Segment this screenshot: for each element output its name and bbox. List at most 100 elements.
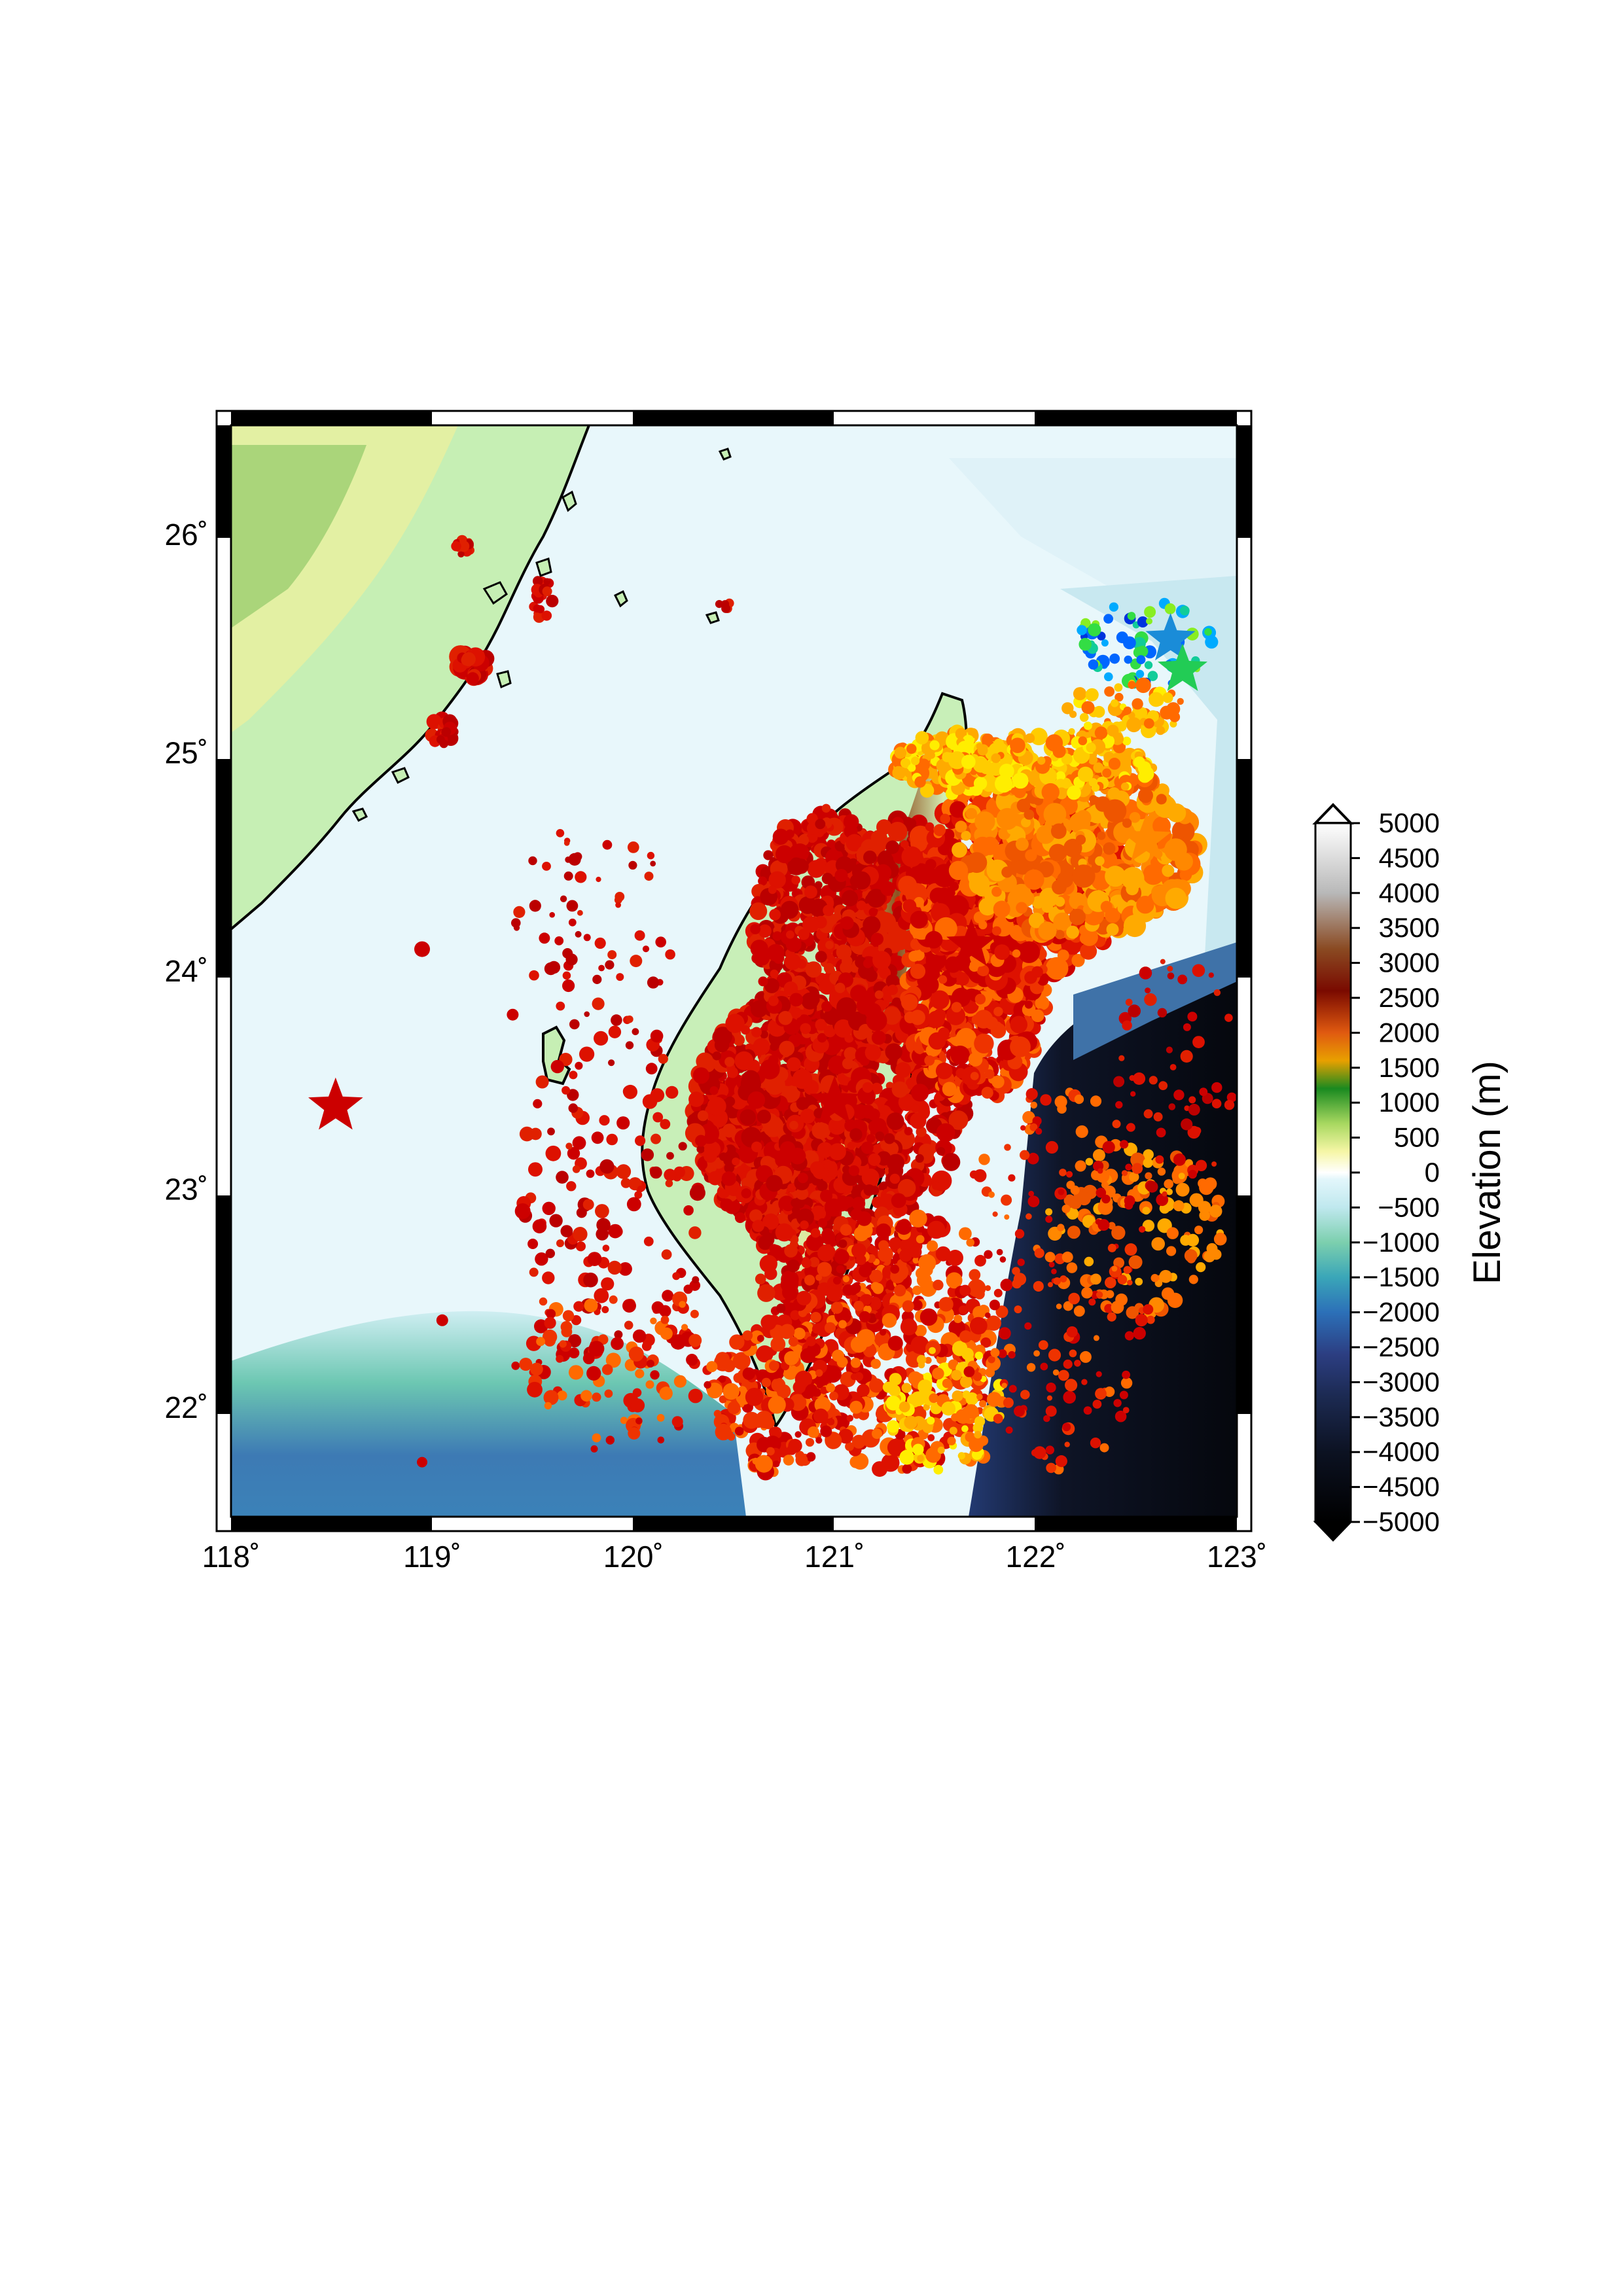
quake-dot (1100, 900, 1113, 913)
quake-dot (868, 1153, 881, 1166)
quake-dot (951, 1002, 962, 1013)
quake-dot (887, 822, 908, 841)
quake-dot (825, 940, 834, 949)
quake-dot (1165, 887, 1187, 910)
quake-dot (760, 1315, 777, 1331)
quake-dot (853, 1226, 869, 1242)
quake-dot (851, 1434, 866, 1449)
quake-dot (1010, 737, 1026, 753)
quake-dot (764, 978, 779, 993)
quake-dot (742, 1330, 753, 1341)
quake-dot (856, 997, 874, 1015)
quake-dot (936, 1146, 946, 1156)
quake-dot (806, 1336, 817, 1347)
quake-dot (870, 932, 883, 945)
quake-dot (857, 1384, 870, 1397)
quake-dot (910, 1010, 925, 1025)
quake-dot (789, 1148, 806, 1165)
quake-dot (844, 1047, 857, 1061)
quake-dot (1010, 1036, 1031, 1057)
quake-dot (1106, 923, 1119, 936)
quake-dot (849, 1400, 863, 1414)
quake-dot (1078, 736, 1088, 745)
quake-dot (1097, 831, 1106, 840)
quake-dot (859, 1311, 871, 1323)
quake-dot (935, 1246, 951, 1262)
quake-dot (761, 1377, 772, 1388)
quake-dot (1167, 803, 1186, 822)
quake-dot (883, 1133, 895, 1144)
quake-dot (829, 1391, 838, 1401)
quake-dot (863, 1297, 871, 1305)
quake-dot (815, 1019, 827, 1031)
quake-dot (807, 860, 825, 878)
quake-dot (938, 975, 948, 984)
quake-dot (893, 1284, 906, 1297)
quake-dot (1015, 838, 1029, 851)
quake-dot (902, 1464, 912, 1474)
quake-dot (815, 1437, 823, 1444)
quake-dot (751, 1027, 762, 1038)
quake-dot (766, 1174, 783, 1192)
quake-dot (804, 885, 817, 899)
quake-dot (850, 1373, 858, 1381)
quake-dot (741, 1070, 760, 1089)
quake-dot (753, 1038, 770, 1055)
quake-dot (866, 1010, 887, 1031)
quake-dot (889, 1373, 902, 1386)
quake-dot (1143, 864, 1164, 885)
quake-dot (878, 1240, 889, 1251)
quake-dot (798, 835, 810, 846)
quake-dot (834, 1249, 849, 1265)
quake-dot (883, 1006, 901, 1025)
quake-dot (872, 1282, 884, 1294)
quake-dot (889, 1237, 902, 1250)
quake-dot (1108, 758, 1121, 770)
quake-dot (1103, 842, 1116, 855)
quake-dot (973, 777, 988, 790)
quake-dot (728, 1202, 740, 1214)
quake-dot (1068, 728, 1075, 735)
quake-dot (942, 1153, 961, 1171)
quake-dot (925, 930, 943, 949)
quake-dot (874, 990, 883, 999)
quake-dot (966, 852, 988, 874)
quake-dot (942, 1082, 957, 1097)
quake-dot (819, 978, 835, 994)
quake-dot (722, 1359, 736, 1373)
quake-dot (916, 1235, 925, 1244)
quake-dot (885, 974, 900, 988)
quake-dot (834, 1019, 853, 1038)
quake-dot (805, 1438, 815, 1447)
quake-dot (688, 1091, 704, 1107)
quake-dot (747, 1091, 766, 1109)
quake-dot (912, 1285, 922, 1296)
quake-dot (870, 1358, 881, 1369)
quake-dot (826, 1285, 843, 1302)
quake-dot (821, 872, 834, 885)
quake-dot (952, 1341, 968, 1356)
quake-dot (887, 1420, 900, 1433)
quake-dot (894, 747, 907, 759)
quake-dot (1024, 1000, 1033, 1009)
quake-dot (895, 1062, 911, 1078)
quake-dot (805, 961, 822, 978)
quake-dot (954, 1315, 963, 1324)
quake-dot (745, 1388, 764, 1406)
quake-dot (751, 1141, 762, 1153)
quake-dot (861, 1168, 880, 1186)
quake-dot (752, 1457, 759, 1465)
quake-dot (901, 846, 922, 868)
quake-dot (783, 981, 798, 996)
quake-dot (899, 1449, 915, 1465)
quake-dot (827, 1418, 835, 1426)
quake-dot (875, 1131, 885, 1141)
quake-dot (821, 1000, 832, 1012)
quake-dot (887, 1335, 903, 1351)
quake-dot (733, 1373, 744, 1383)
quake-dot (809, 898, 828, 917)
quake-dot (810, 1228, 821, 1238)
quake-dot (929, 1347, 936, 1354)
quake-dot (760, 1030, 768, 1039)
quake-dot (758, 876, 768, 886)
